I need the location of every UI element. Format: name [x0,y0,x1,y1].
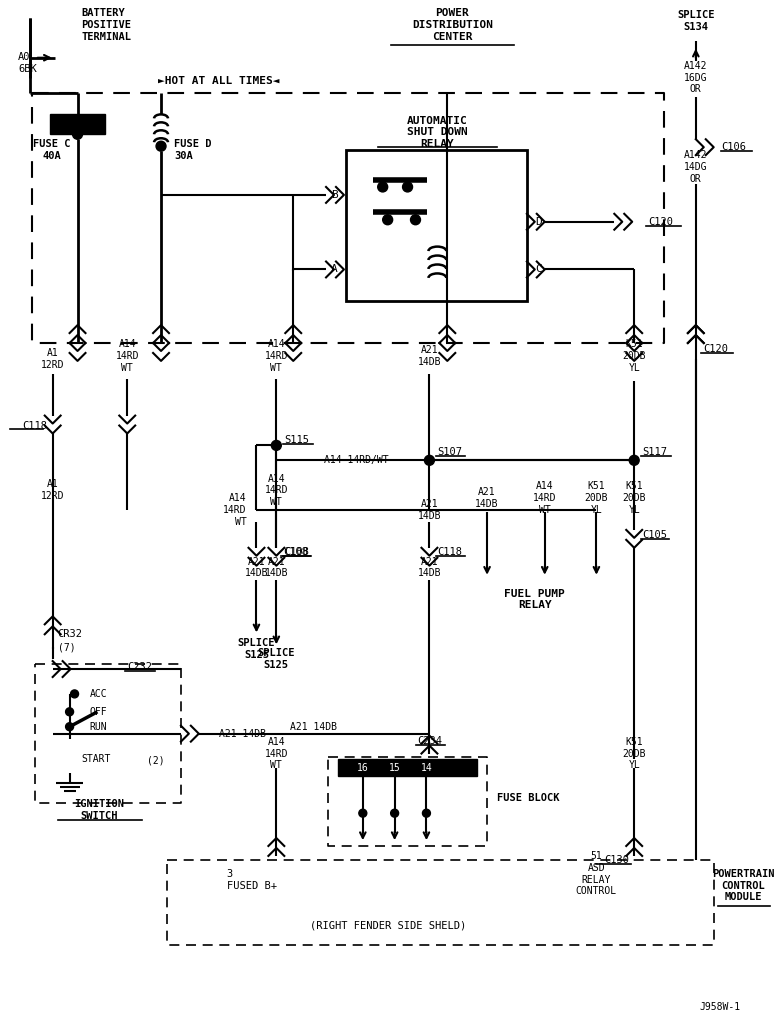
Text: SPLICE
S125: SPLICE S125 [238,638,275,660]
Text: OFF: OFF [90,707,107,717]
Text: A21 14DB: A21 14DB [218,729,266,738]
Circle shape [402,182,413,191]
Text: 16: 16 [357,764,369,773]
Text: D: D [535,217,541,226]
Text: K51
20DB
YL: K51 20DB YL [622,481,646,515]
Text: C234: C234 [417,735,442,745]
Text: B: B [332,189,338,200]
Circle shape [423,809,431,817]
Circle shape [271,440,282,451]
Text: C120: C120 [703,344,728,354]
Text: 14: 14 [420,764,432,773]
Text: C130: C130 [604,855,629,865]
Text: C108: C108 [284,547,310,557]
Text: (2): (2) [147,756,165,766]
Text: K51
20DB
YL: K51 20DB YL [585,481,608,515]
Text: SPLICE
S134: SPLICE S134 [677,10,714,32]
Text: 15: 15 [388,764,400,773]
Text: 3
FUSED B+: 3 FUSED B+ [227,869,277,891]
Text: A21
14DB: A21 14DB [417,500,441,521]
Text: ►HOT AT ALL TIMES◄: ►HOT AT ALL TIMES◄ [158,76,279,86]
Text: A14
14RD
WT: A14 14RD WT [264,737,288,770]
Text: POWERTRAIN
CONTROL
MODULE: POWERTRAIN CONTROL MODULE [712,869,775,902]
Circle shape [66,723,73,731]
Circle shape [424,456,434,465]
Text: A21
14DB: A21 14DB [245,557,268,579]
Text: 51
ASD
RELAY
CONTROL: 51 ASD RELAY CONTROL [576,851,617,896]
Text: IGNITION
SWITCH: IGNITION SWITCH [74,800,124,821]
Text: (RIGHT FENDER SIDE SHELD): (RIGHT FENDER SIDE SHELD) [310,921,466,931]
Text: SPLICE
S125: SPLICE S125 [257,648,295,670]
Circle shape [378,182,388,191]
Text: START: START [82,754,111,764]
Text: J958W-1: J958W-1 [700,1002,740,1012]
Text: S117: S117 [642,447,667,458]
Text: FUEL PUMP
RELAY: FUEL PUMP RELAY [505,589,566,610]
Text: RUN: RUN [90,722,107,732]
Text: ACC: ACC [90,689,107,699]
Text: A1
12RD: A1 12RD [41,479,65,501]
Text: A14
14RD
WT: A14 14RD WT [533,481,556,515]
Text: AUTOMATIC
SHUT DOWN
RELAY: AUTOMATIC SHUT DOWN RELAY [407,116,468,148]
Circle shape [359,809,367,817]
Circle shape [629,456,639,465]
Text: C105: C105 [642,529,667,540]
Text: C118: C118 [23,421,48,430]
Text: A21
14DB: A21 14DB [417,345,441,367]
Text: A142
14DG
OR: A142 14DG OR [684,151,707,183]
Text: (7): (7) [58,642,76,652]
Text: FUSE D
30A: FUSE D 30A [174,139,211,161]
Bar [346,151,526,301]
Text: A21 14DB: A21 14DB [289,722,337,732]
Text: K51
20DB
YL: K51 20DB YL [622,339,646,373]
Circle shape [391,809,399,817]
Text: FUSE BLOCK: FUSE BLOCK [497,794,559,803]
Text: C118: C118 [438,547,463,557]
Text: A14 14RD/WT: A14 14RD/WT [324,456,388,465]
Text: A0
6BK: A0 6BK [18,52,37,74]
Text: C: C [535,264,541,274]
Text: C120: C120 [648,217,673,226]
Circle shape [73,129,83,139]
Text: S107: S107 [438,447,463,458]
Circle shape [410,215,420,224]
Text: A: A [332,264,338,274]
Text: A14
14RD
WT: A14 14RD WT [264,339,288,373]
Text: S115: S115 [284,435,310,445]
Text: CR32: CR32 [58,630,83,639]
Text: K51
20DB
YL: K51 20DB YL [622,737,646,770]
Text: POWER
DISTRIBUTION
CENTER: POWER DISTRIBUTION CENTER [412,8,493,42]
Circle shape [156,141,166,152]
Text: A14
14RD
WT: A14 14RD WT [223,494,246,526]
Text: FUSE C
40A: FUSE C 40A [33,139,70,161]
Text: A21
14DB: A21 14DB [264,557,288,579]
Circle shape [70,690,79,698]
Circle shape [66,708,73,716]
Text: A142
16DG
OR: A142 16DG OR [684,61,707,94]
Text: A21
14DB: A21 14DB [417,557,441,579]
Text: C232: C232 [127,663,152,672]
Circle shape [383,215,392,224]
Bar [50,115,105,134]
Text: C106: C106 [722,142,746,153]
Text: A14
14RD
WT: A14 14RD WT [264,473,288,507]
Text: C108: C108 [283,547,308,557]
Bar [338,759,477,776]
Text: A21
14DB: A21 14DB [475,487,499,509]
Text: BATTERY
POSITIVE
TERMINAL: BATTERY POSITIVE TERMINAL [82,8,132,42]
Text: A14
14RD
WT: A14 14RD WT [115,339,139,373]
Text: A1
12RD: A1 12RD [41,348,65,370]
